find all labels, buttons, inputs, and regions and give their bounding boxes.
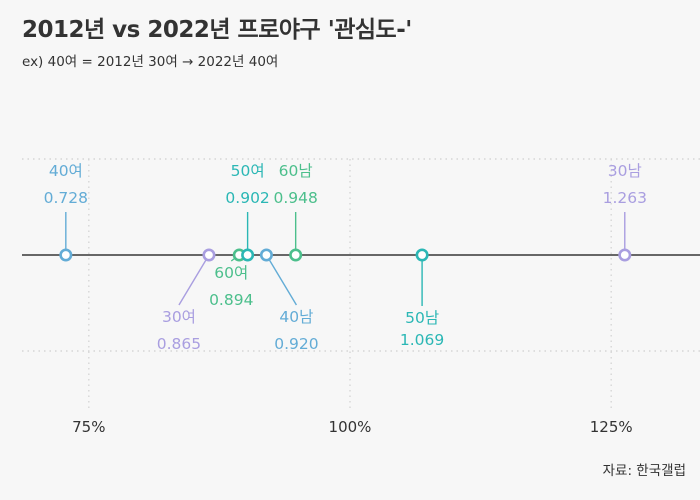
x-tick-label: 75% — [72, 418, 105, 436]
point-name-label: 50여 — [231, 162, 265, 180]
chart-subtitle: ex) 40여 = 2012년 30여 → 2022년 40여 — [22, 54, 279, 70]
point-name-label: 30남 — [608, 162, 642, 180]
point-name-label: 60남 — [279, 162, 313, 180]
point-labels: 40여 0.728 30여 0.865 60여 0.894 50여 0.902 40남 0.920… — [44, 162, 647, 353]
point-name-label: 40남 — [279, 308, 313, 326]
point-value-label: 0.948 — [273, 189, 317, 207]
point-value-label: 0.865 — [157, 335, 201, 353]
data-point — [415, 248, 429, 262]
data-point — [202, 248, 216, 262]
point-name-label: 50남 — [405, 309, 439, 327]
leader-line — [265, 254, 298, 306]
x-tick-label: 125% — [590, 418, 633, 436]
point-name-label: 30여 — [162, 308, 196, 326]
data-point — [618, 248, 632, 262]
point-value-label: 1.263 — [603, 189, 647, 207]
vertical-grid-lines — [88, 159, 612, 410]
x-axis-ticks: 75% 100% 125% — [72, 418, 633, 436]
x-tick-label: 100% — [329, 418, 372, 436]
point-value-label: 0.894 — [209, 291, 253, 309]
data-point — [259, 248, 273, 262]
data-point — [241, 248, 255, 262]
data-point — [289, 248, 303, 262]
chart-title: 2012년 vs 2022년 프로야구 '관심도-' — [22, 17, 412, 43]
point-name-label: 60여 — [214, 264, 248, 282]
point-name-label: 40여 — [49, 162, 83, 180]
point-value-label: 0.728 — [44, 189, 88, 207]
point-value-label: 1.069 — [400, 331, 444, 349]
data-point — [59, 248, 73, 262]
data-points — [59, 248, 632, 262]
leader-lines — [65, 212, 626, 306]
source-note: 자료: 한국갤럽 — [602, 463, 686, 479]
point-value-label: 0.920 — [274, 335, 318, 353]
leader-line — [178, 254, 210, 306]
point-value-label: 0.902 — [225, 189, 269, 207]
